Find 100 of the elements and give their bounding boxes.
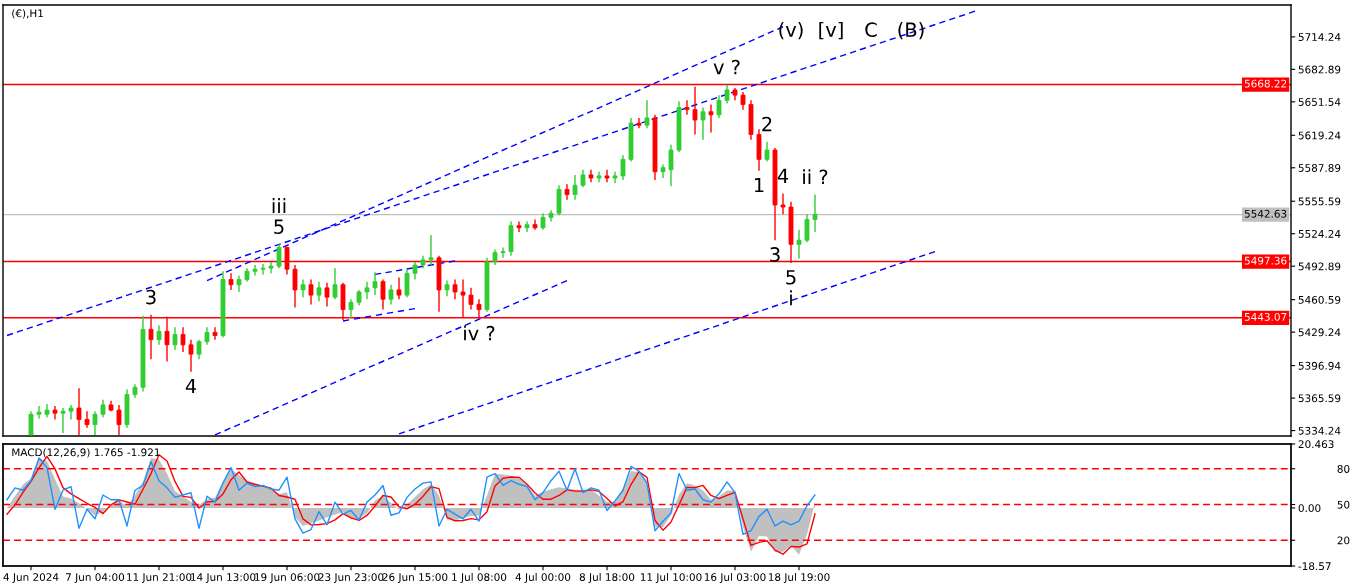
annotation: 4 bbox=[185, 378, 197, 394]
x-tick-label: 11 Jun 21:00 bbox=[127, 573, 192, 583]
chart-title: MACD(12,26,9) 1.765 -1.921 bbox=[12, 448, 160, 458]
y-tick-label: 5365.59 bbox=[1298, 394, 1341, 403]
y-tick-label: 5492.89 bbox=[1298, 262, 1341, 271]
y-tick-label: -18.57 bbox=[1298, 562, 1331, 571]
candlestick bbox=[620, 154, 626, 181]
candlestick bbox=[60, 407, 66, 434]
x-tick-label: 8 Jul 18:00 bbox=[579, 572, 635, 583]
candlestick bbox=[564, 183, 570, 201]
candlestick bbox=[700, 106, 706, 141]
candlestick bbox=[452, 278, 458, 300]
x-tick-label: 4 Jul 00:00 bbox=[515, 572, 571, 583]
annotation: 5 bbox=[274, 219, 284, 234]
y-tick-label: 5619.24 bbox=[1298, 131, 1341, 140]
y2-tick-label: 80 bbox=[1337, 465, 1350, 473]
ref-line-label: 5443.07 bbox=[1244, 312, 1287, 321]
candlestick bbox=[196, 338, 202, 361]
candlestick bbox=[716, 94, 722, 119]
annotation: 4 bbox=[777, 168, 789, 183]
x-tick-label: 23 Jun 23:00 bbox=[318, 573, 384, 583]
candlestick bbox=[260, 263, 266, 276]
candlestick bbox=[308, 278, 314, 306]
y-tick-label: 5714.24 bbox=[1298, 33, 1341, 41]
x-tick-label: 7 Jun 04:00 bbox=[66, 573, 125, 583]
annotation: (B) bbox=[898, 22, 924, 40]
annotation: C bbox=[865, 22, 877, 38]
candlestick bbox=[156, 324, 162, 346]
candlestick bbox=[572, 174, 578, 201]
candlestick bbox=[804, 213, 810, 243]
candlestick bbox=[92, 410, 98, 436]
candlestick bbox=[276, 243, 282, 269]
candlestick bbox=[532, 218, 538, 231]
annotation: i bbox=[790, 290, 792, 306]
candlestick bbox=[428, 234, 434, 266]
x-tick-label: 1 Jul 08:00 bbox=[452, 572, 507, 583]
candlestick bbox=[764, 141, 770, 163]
candlestick bbox=[556, 184, 562, 217]
candlestick bbox=[396, 276, 402, 300]
x-tick-label: 4 Jun 2024 bbox=[3, 573, 59, 583]
candlestick bbox=[28, 410, 34, 436]
candlestick bbox=[188, 338, 194, 373]
candlestick bbox=[84, 410, 90, 429]
candlestick bbox=[116, 404, 122, 436]
candlestick bbox=[780, 192, 786, 215]
y2-tick-label: 20 bbox=[1337, 536, 1350, 545]
annotation: 3 bbox=[146, 289, 156, 305]
annotation: 1 bbox=[754, 177, 764, 193]
y-tick-label: 5682.89 bbox=[1298, 65, 1341, 74]
annotation: v ? bbox=[713, 59, 740, 75]
candlestick bbox=[212, 326, 218, 341]
candlestick bbox=[692, 86, 698, 136]
x-tick-label: 19 Jun 06:00 bbox=[255, 573, 320, 583]
chart-title: (€),H1 bbox=[12, 9, 43, 19]
annotation: iii bbox=[272, 198, 286, 213]
candlestick bbox=[252, 264, 258, 277]
line-series bbox=[6, 457, 816, 536]
candlestick bbox=[796, 229, 802, 260]
annotation: ii ? bbox=[803, 169, 828, 184]
annotation: [v] bbox=[819, 21, 843, 40]
candlestick bbox=[180, 326, 186, 353]
x-tick-label: 16 Jul 03:00 bbox=[704, 572, 766, 583]
y-tick-label: 0.00 bbox=[1298, 504, 1321, 513]
candlestick bbox=[388, 284, 394, 306]
candlestick bbox=[684, 99, 690, 116]
y-tick-label: 5555.59 bbox=[1298, 197, 1341, 206]
candlestick bbox=[364, 280, 370, 300]
candlestick bbox=[68, 404, 74, 421]
annotation: (v) bbox=[779, 22, 803, 40]
candlestick bbox=[332, 267, 338, 300]
y-tick-label: 5587.89 bbox=[1298, 164, 1341, 172]
candlestick bbox=[324, 281, 330, 308]
x-tick-label: 14 Jun 13:00 bbox=[191, 573, 256, 583]
ref-line-label: 5542.63 bbox=[1244, 209, 1287, 218]
candlestick bbox=[644, 99, 650, 129]
x-tick-label: 18 Jul 19:00 bbox=[768, 572, 830, 583]
y-tick-label: 5651.54 bbox=[1298, 98, 1341, 106]
y2-tick-label: 50 bbox=[1337, 500, 1350, 509]
candlestick bbox=[708, 103, 714, 134]
candlestick bbox=[812, 193, 818, 233]
annotation: 3 bbox=[770, 247, 780, 262]
candlestick bbox=[380, 278, 386, 311]
candlestick bbox=[348, 298, 354, 319]
annotation: 2 bbox=[762, 116, 772, 132]
candlestick bbox=[404, 268, 410, 298]
candlestick bbox=[172, 326, 178, 351]
candlestick bbox=[516, 220, 522, 233]
ref-line-label: 5497.36 bbox=[1244, 256, 1287, 265]
candlestick bbox=[724, 84, 730, 105]
ref-line-label: 5668.22 bbox=[1244, 79, 1287, 88]
candlestick bbox=[604, 169, 610, 183]
candlestick bbox=[228, 272, 234, 291]
x-tick-label: 26 Jun 15:00 bbox=[382, 573, 448, 583]
y-tick-label: 5396.94 bbox=[1298, 361, 1341, 370]
annotation: 5 bbox=[786, 270, 796, 285]
y-tick-label: 5429.24 bbox=[1298, 328, 1341, 337]
candlestick bbox=[668, 144, 674, 188]
y-tick-label: 20.463 bbox=[1298, 440, 1334, 449]
y-tick-label: 5524.24 bbox=[1298, 229, 1341, 238]
candlestick bbox=[76, 387, 82, 436]
